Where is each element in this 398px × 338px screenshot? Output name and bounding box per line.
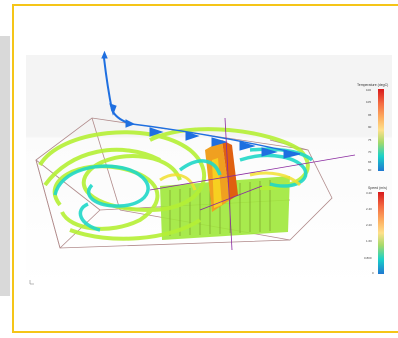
streamlines-green xyxy=(38,127,310,241)
temperature-tick: 95 xyxy=(368,113,372,117)
probe-axes xyxy=(149,117,356,251)
speed-tick: 0 xyxy=(372,271,374,275)
speed-legend-title: Speed (m/s) xyxy=(368,186,388,190)
temperature-colorbar xyxy=(378,89,384,171)
temperature-tick: 100 xyxy=(366,88,372,92)
temperature-tick: 60 xyxy=(368,168,372,172)
temperature-tick: 90 xyxy=(368,125,372,129)
slide-border xyxy=(12,4,398,333)
frame-left-bar xyxy=(0,36,10,296)
speed-tick: 2.20 xyxy=(366,223,372,227)
temperature-tick: 65 xyxy=(368,160,372,164)
inlet-jet xyxy=(101,50,301,159)
streamlines-cyan xyxy=(53,147,314,232)
temperature-tick: 70 xyxy=(368,150,372,154)
speed-tick: 1.60 xyxy=(366,239,372,243)
temperature-tick: 105 xyxy=(366,100,372,104)
coordinate-triad-icon xyxy=(29,280,34,285)
streamlines-yellow xyxy=(159,171,302,191)
temperature-legend-title: Temperature (degC) xyxy=(357,83,389,87)
speed-colorbar xyxy=(378,192,384,274)
temperature-tick: 75 xyxy=(368,138,372,142)
speed-tick: 3.20 xyxy=(366,191,372,195)
speed-tick: 0.800 xyxy=(364,256,372,260)
speed-tick: 2.40 xyxy=(366,207,372,211)
